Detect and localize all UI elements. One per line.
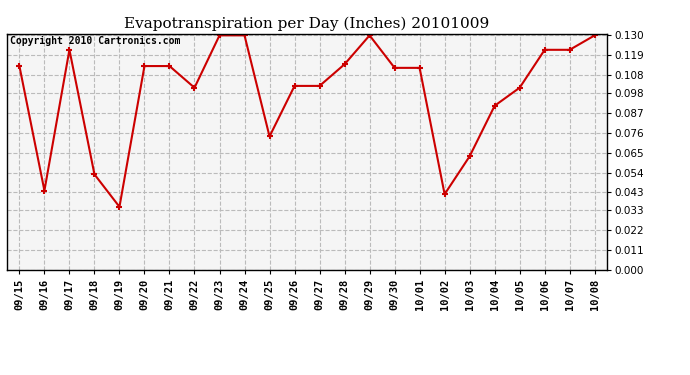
Title: Evapotranspiration per Day (Inches) 20101009: Evapotranspiration per Day (Inches) 2010… xyxy=(124,17,490,31)
Text: Copyright 2010 Cartronics.com: Copyright 2010 Cartronics.com xyxy=(10,36,180,46)
